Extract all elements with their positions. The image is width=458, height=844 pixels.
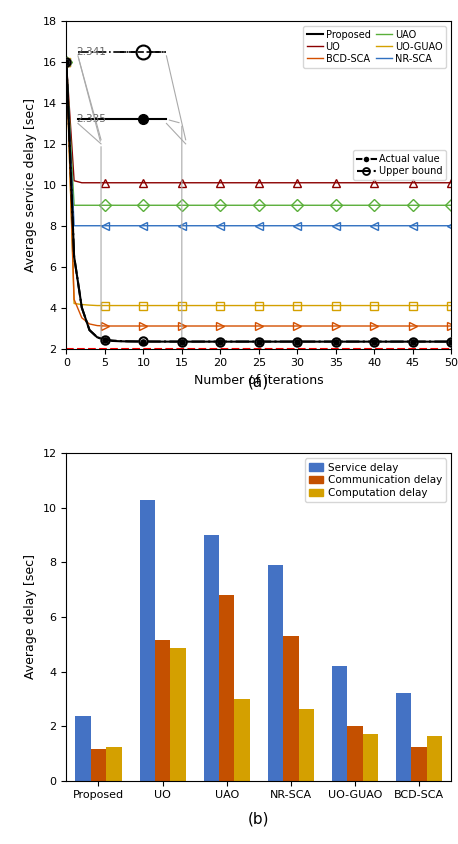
Bar [76, 716, 91, 781]
Bar [299, 709, 314, 781]
Text: (b): (b) [248, 811, 269, 826]
Legend: Actual value, Upper bound: Actual value, Upper bound [353, 150, 446, 180]
Bar [363, 734, 378, 781]
Bar [91, 749, 106, 781]
Text: 2.335: 2.335 [76, 114, 106, 124]
Bar [140, 500, 155, 781]
Bar [332, 666, 347, 781]
Bar [106, 747, 121, 781]
Bar [427, 736, 442, 781]
Bar [170, 648, 185, 781]
Text: 2.341: 2.341 [76, 46, 106, 57]
X-axis label: Number of iterations: Number of iterations [194, 374, 324, 387]
Bar [268, 565, 283, 781]
Bar [411, 747, 427, 781]
Y-axis label: Average delay [sec]: Average delay [sec] [24, 555, 37, 679]
Bar [396, 694, 411, 781]
Bar [155, 641, 170, 781]
Legend: Service delay, Communication delay, Computation delay: Service delay, Communication delay, Comp… [305, 458, 446, 502]
Bar [347, 726, 363, 781]
Bar [219, 595, 234, 781]
Bar [204, 535, 219, 781]
Text: (a): (a) [248, 374, 269, 389]
Bar [283, 636, 299, 781]
Y-axis label: Average service delay [sec]: Average service delay [sec] [24, 98, 37, 272]
Bar [234, 699, 250, 781]
